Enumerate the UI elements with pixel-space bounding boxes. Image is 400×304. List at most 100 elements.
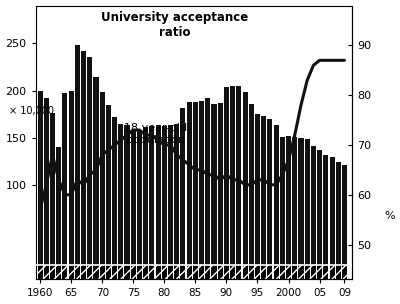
Bar: [94, 77, 98, 279]
Bar: [68, 265, 74, 279]
Bar: [242, 92, 248, 279]
Bar: [131, 131, 136, 279]
Bar: [249, 265, 254, 279]
Bar: [261, 116, 266, 279]
Bar: [286, 136, 291, 279]
Bar: [193, 102, 198, 279]
Bar: [205, 265, 210, 279]
Bar: [292, 265, 297, 279]
Bar: [131, 265, 136, 279]
Bar: [56, 265, 61, 279]
Bar: [330, 265, 334, 279]
Bar: [323, 155, 328, 279]
Bar: [156, 265, 161, 279]
Bar: [230, 265, 235, 279]
Bar: [267, 265, 272, 279]
Bar: [174, 265, 179, 279]
Bar: [137, 131, 142, 279]
Bar: [162, 126, 167, 279]
Bar: [242, 265, 248, 279]
Bar: [218, 265, 223, 279]
Bar: [106, 265, 111, 279]
Bar: [124, 126, 130, 279]
Bar: [298, 138, 304, 279]
Bar: [292, 137, 297, 279]
Bar: [212, 104, 216, 279]
Bar: [87, 265, 92, 279]
Bar: [94, 265, 98, 279]
Bar: [267, 119, 272, 279]
Bar: [311, 146, 316, 279]
Bar: [143, 265, 148, 279]
Bar: [168, 265, 173, 279]
Bar: [118, 124, 123, 279]
Bar: [298, 265, 304, 279]
Bar: [118, 265, 123, 279]
Bar: [330, 157, 334, 279]
Bar: [336, 265, 341, 279]
Bar: [286, 265, 291, 279]
Bar: [236, 86, 242, 279]
Bar: [124, 265, 130, 279]
Bar: [274, 126, 279, 279]
Bar: [62, 93, 68, 279]
Text: × 10,000: × 10,000: [9, 106, 54, 116]
Bar: [68, 91, 74, 279]
Bar: [218, 103, 223, 279]
Bar: [342, 265, 347, 279]
Bar: [236, 265, 242, 279]
Bar: [81, 51, 86, 279]
Bar: [205, 98, 210, 279]
Bar: [162, 265, 167, 279]
Bar: [199, 101, 204, 279]
Bar: [311, 265, 316, 279]
Bar: [180, 108, 186, 279]
Bar: [261, 265, 266, 279]
Bar: [112, 265, 117, 279]
Text: %: %: [384, 211, 395, 221]
Bar: [187, 102, 192, 279]
Bar: [280, 137, 285, 279]
Bar: [274, 265, 279, 279]
Bar: [180, 265, 186, 279]
Bar: [199, 265, 204, 279]
Bar: [62, 265, 68, 279]
Bar: [255, 265, 260, 279]
Bar: [149, 126, 154, 279]
Bar: [156, 126, 161, 279]
Bar: [280, 265, 285, 279]
Bar: [106, 105, 111, 279]
Text: University acceptance
ratio: University acceptance ratio: [101, 11, 248, 39]
Bar: [50, 265, 55, 279]
Bar: [168, 126, 173, 279]
Bar: [81, 265, 86, 279]
Bar: [336, 162, 341, 279]
Bar: [323, 265, 328, 279]
Bar: [230, 86, 235, 279]
Bar: [87, 57, 92, 279]
Bar: [255, 114, 260, 279]
Bar: [342, 165, 347, 279]
Bar: [38, 91, 43, 279]
Bar: [174, 124, 179, 279]
Bar: [75, 265, 80, 279]
Bar: [137, 265, 142, 279]
Bar: [224, 87, 229, 279]
Bar: [100, 265, 105, 279]
Bar: [44, 98, 49, 279]
Bar: [317, 150, 322, 279]
Bar: [224, 265, 229, 279]
Bar: [249, 104, 254, 279]
Bar: [100, 92, 105, 279]
Bar: [187, 265, 192, 279]
Bar: [44, 265, 49, 279]
Bar: [112, 117, 117, 279]
Bar: [317, 265, 322, 279]
Bar: [50, 113, 55, 279]
Text: 18 year-old
population: 18 year-old population: [124, 123, 188, 145]
Bar: [38, 265, 43, 279]
Bar: [143, 127, 148, 279]
Bar: [305, 265, 310, 279]
Bar: [305, 139, 310, 279]
Bar: [149, 265, 154, 279]
